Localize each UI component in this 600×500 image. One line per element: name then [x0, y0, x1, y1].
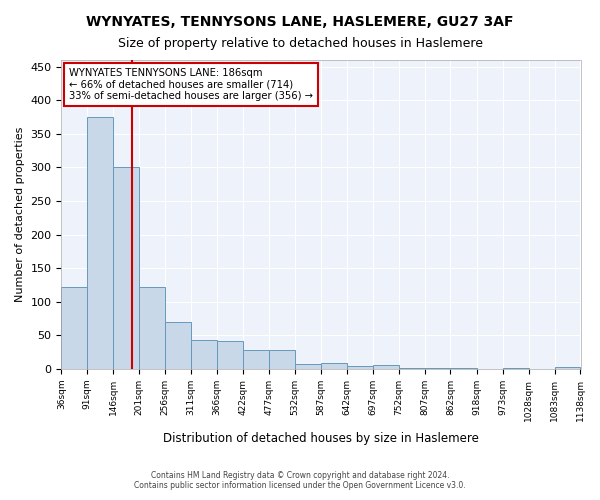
Text: Contains HM Land Registry data © Crown copyright and database right 2024.
Contai: Contains HM Land Registry data © Crown c… [134, 470, 466, 490]
Bar [295, 364, 321, 369]
Bar [503, 368, 529, 369]
Y-axis label: Number of detached properties: Number of detached properties [15, 127, 25, 302]
Bar [425, 368, 451, 369]
Bar [269, 350, 295, 369]
X-axis label: Distribution of detached houses by size in Haslemere: Distribution of detached houses by size … [163, 432, 479, 445]
Bar [398, 368, 425, 369]
Bar [217, 341, 243, 369]
Bar [373, 365, 398, 369]
Bar [61, 287, 88, 369]
Bar [88, 117, 113, 369]
Bar [321, 363, 347, 369]
Bar [554, 367, 580, 369]
Bar [139, 287, 165, 369]
Text: Size of property relative to detached houses in Haslemere: Size of property relative to detached ho… [118, 38, 482, 51]
Bar [347, 366, 373, 369]
Text: WYNYATES TENNYSONS LANE: 186sqm
← 66% of detached houses are smaller (714)
33% o: WYNYATES TENNYSONS LANE: 186sqm ← 66% of… [69, 68, 313, 101]
Bar [113, 168, 139, 369]
Bar [165, 322, 191, 369]
Text: WYNYATES, TENNYSONS LANE, HASLEMERE, GU27 3AF: WYNYATES, TENNYSONS LANE, HASLEMERE, GU2… [86, 15, 514, 29]
Bar [451, 368, 477, 369]
Bar [191, 340, 217, 369]
Bar [243, 350, 269, 369]
